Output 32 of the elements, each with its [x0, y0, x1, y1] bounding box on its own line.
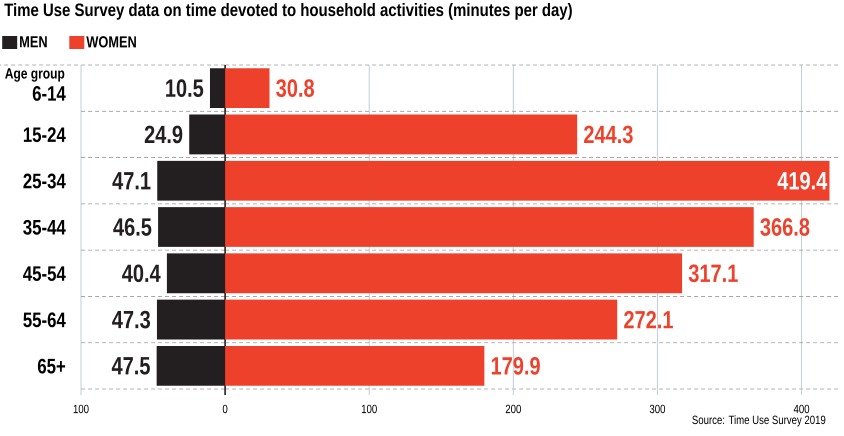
y-tick-label: 45-54 [23, 266, 66, 281]
data-label: 366.8 [760, 218, 810, 236]
y-tick-label: 25-34 [23, 174, 66, 188]
data-label: 47.3 [112, 310, 150, 328]
y-tick-label: 15-24 [24, 127, 66, 142]
data-label: 40.4 [122, 264, 161, 282]
data-label: 244.3 [584, 126, 633, 144]
x-tick-label: 300 [650, 404, 666, 414]
x-tick-label: 0 [222, 404, 228, 414]
data-label: 47.1 [112, 172, 150, 190]
data-label: 272.1 [624, 310, 673, 328]
y-tick-label: 6-14 [32, 86, 66, 101]
data-label: 419.4 [778, 172, 828, 190]
y-tick-label: 65+ [38, 358, 66, 374]
text: Time Use Survey data on time devoted to household activities (minutes per day) [4, 2, 572, 20]
x-tick-label: 400 [794, 404, 810, 414]
legend-label: MEN [20, 36, 47, 48]
data-label: 10.5 [166, 79, 204, 97]
data-label: 47.5 [112, 357, 150, 375]
y-tick-label: 55-64 [23, 312, 66, 328]
x-tick-label: 200 [506, 404, 521, 414]
data-label: 46.5 [113, 218, 152, 236]
data-label: 24.9 [144, 126, 182, 144]
x-tick-label: 100 [362, 404, 377, 414]
data-label: 30.8 [276, 79, 314, 98]
x-tick-label: 100 [74, 404, 89, 414]
legend-label: WOMEN [86, 36, 136, 48]
y-axis-title: Age group [5, 68, 64, 82]
y-tick-label: 35-44 [23, 220, 66, 235]
data-label: 317.1 [688, 264, 738, 282]
data-label: 179.9 [492, 357, 540, 375]
source-note: Source: Time Use Survey 2019 [692, 415, 826, 426]
